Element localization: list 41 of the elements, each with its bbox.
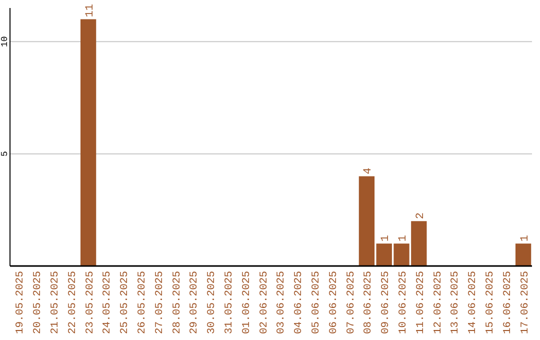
data-label: 1 [398, 234, 410, 242]
x-tick-label: 11.06.2025 [414, 271, 427, 334]
x-tick-label: 26.05.2025 [136, 271, 148, 334]
x-tick-label: 08.06.2025 [362, 271, 375, 334]
y-tick-label: 5 [0, 151, 10, 157]
bar [80, 19, 96, 266]
x-tick-label: 14.06.2025 [467, 271, 480, 334]
x-tick-label: 13.06.2025 [450, 271, 462, 334]
x-tick-label: 12.06.2025 [432, 271, 444, 334]
x-tick-label: 04.06.2025 [293, 271, 306, 334]
x-tick-label: 29.05.2025 [188, 271, 201, 334]
y-tick-label: 10 [0, 36, 10, 48]
x-tick-label: 07.06.2025 [345, 271, 358, 334]
x-tick-label: 17.06.2025 [519, 271, 532, 334]
x-tick-label: 01.06.2025 [240, 271, 253, 334]
x-tick-label: 28.05.2025 [171, 271, 184, 334]
x-tick-label: 30.05.2025 [206, 271, 218, 334]
x-tick-label: 03.06.2025 [276, 271, 288, 334]
data-label: 11 [84, 4, 96, 18]
x-tick-label: 02.06.2025 [258, 271, 270, 334]
data-label: 1 [380, 234, 392, 242]
x-tick-label: 16.06.2025 [502, 271, 514, 334]
bar [515, 244, 532, 266]
x-tick-label: 27.05.2025 [154, 271, 166, 334]
x-tick-label: 20.05.2025 [32, 271, 44, 334]
x-tick-label: 24.05.2025 [102, 271, 114, 334]
x-tick-label: 19.05.2025 [14, 271, 27, 334]
x-tick-label: 25.05.2025 [119, 271, 132, 334]
data-label: 4 [362, 167, 375, 174]
data-label: 1 [519, 234, 532, 242]
x-tick-label: 31.05.2025 [224, 271, 236, 334]
x-tick-label: 10.06.2025 [398, 271, 410, 334]
x-tick-label: 09.06.2025 [380, 271, 392, 334]
x-tick-label: 05.06.2025 [310, 271, 322, 334]
x-tick-label: 15.06.2025 [484, 271, 496, 334]
x-tick-label: 23.05.2025 [84, 271, 96, 334]
x-tick-label: 22.05.2025 [66, 271, 79, 334]
x-tick-label: 21.05.2025 [50, 271, 62, 334]
x-tick-label: 06.06.2025 [328, 271, 340, 334]
data-label: 2 [414, 212, 427, 220]
bar [358, 176, 375, 266]
